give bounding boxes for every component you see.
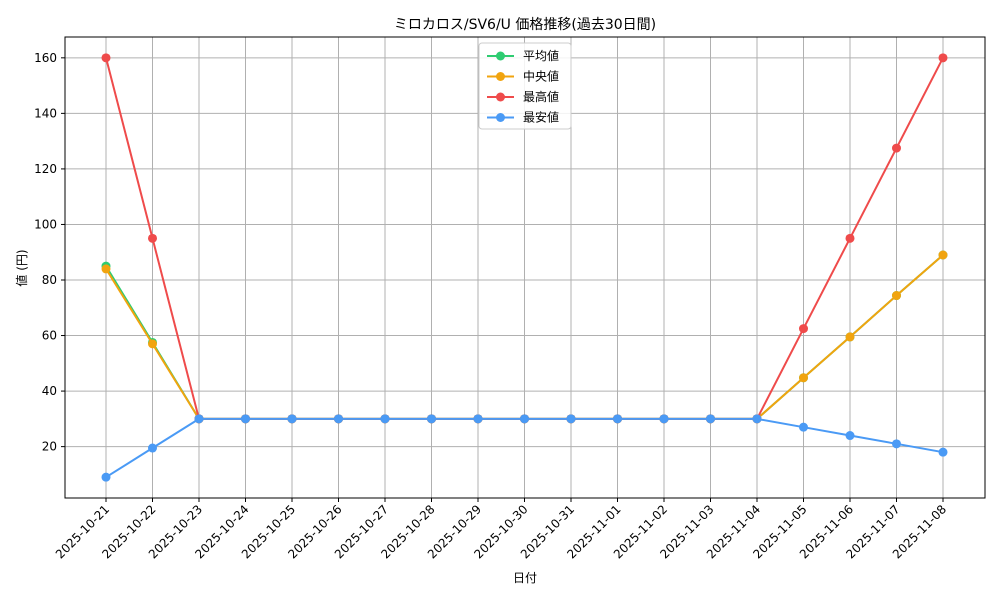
data-point xyxy=(566,414,576,424)
y-tick-label: 40 xyxy=(42,384,57,398)
data-point xyxy=(473,414,483,424)
series-4 xyxy=(101,414,948,482)
data-point xyxy=(287,414,297,424)
data-point xyxy=(706,414,715,424)
legend-box xyxy=(478,42,572,130)
data-point xyxy=(613,414,622,424)
data-point xyxy=(938,447,948,457)
x-axis-title: 日付 xyxy=(513,571,537,585)
data-point xyxy=(148,443,157,453)
chart-title: ミロカロス/SV6/U 価格推移(過去30日間) xyxy=(394,17,656,33)
data-point xyxy=(892,143,901,153)
data-point xyxy=(799,373,808,383)
legend-label: 最安値 xyxy=(523,110,559,125)
data-point xyxy=(938,53,948,63)
y-tick-label: 60 xyxy=(42,329,57,343)
y-tick-label: 80 xyxy=(42,273,57,287)
data-point xyxy=(659,414,669,424)
legend-label: 中央値 xyxy=(523,69,559,84)
y-tick-label: 160 xyxy=(34,51,57,65)
data-point xyxy=(101,53,111,63)
y-tick-label: 20 xyxy=(42,440,57,454)
data-point xyxy=(938,250,948,260)
series-layer xyxy=(101,53,948,482)
data-point xyxy=(194,414,204,424)
data-point xyxy=(845,332,855,342)
y-axis: 20 40 60 80 100 120 140 160 xyxy=(34,51,65,454)
data-point xyxy=(101,472,111,482)
legend-label: 平均値 xyxy=(523,48,559,63)
data-point xyxy=(799,324,808,334)
data-point xyxy=(427,414,436,424)
data-point xyxy=(845,233,855,243)
data-point xyxy=(148,339,157,349)
data-point xyxy=(241,414,250,424)
data-point xyxy=(752,414,762,424)
y-tick-label: 120 xyxy=(34,162,57,176)
legend-swatch-marker xyxy=(496,51,505,61)
data-point xyxy=(148,233,157,243)
legend-swatch-marker xyxy=(496,113,505,122)
data-point xyxy=(892,439,901,449)
data-point xyxy=(334,414,343,424)
legend-swatch-marker xyxy=(496,92,505,102)
data-point xyxy=(845,431,855,441)
legend-label: 最高値 xyxy=(523,89,559,104)
y-tick-label: 140 xyxy=(34,106,57,120)
data-point xyxy=(101,264,111,274)
y-axis-title: 値 (円) xyxy=(14,249,29,286)
data-point xyxy=(520,414,529,424)
data-point xyxy=(380,414,390,424)
data-point xyxy=(799,422,808,432)
data-point xyxy=(892,291,901,301)
legend-swatch-marker xyxy=(496,72,505,81)
y-tick-label: 100 xyxy=(34,217,57,231)
